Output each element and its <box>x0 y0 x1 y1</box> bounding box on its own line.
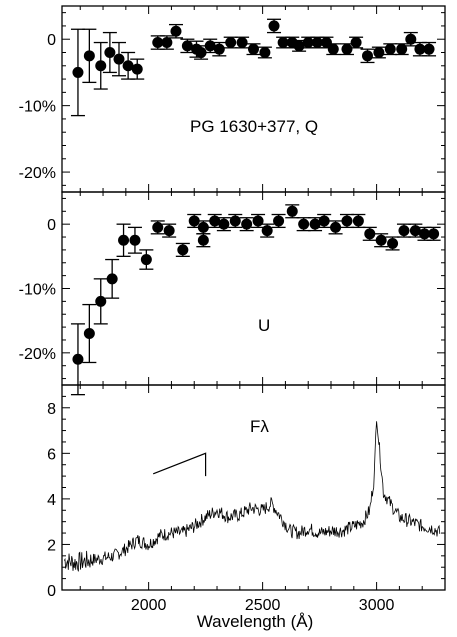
data-point <box>229 215 241 227</box>
panel-polarization-u: 0 -10% -20% <box>19 191 446 396</box>
data-point <box>140 254 152 266</box>
data-point <box>341 215 353 227</box>
data-point <box>83 328 95 340</box>
data-point <box>320 37 332 49</box>
data-point <box>341 43 353 55</box>
data-point <box>195 47 207 58</box>
data-point <box>95 295 107 307</box>
data-point <box>129 234 141 246</box>
data-point <box>361 50 373 62</box>
data-point <box>161 37 173 49</box>
annotation-q: PG 1630+377, Q <box>190 117 318 136</box>
x-tick-label: 2000 <box>131 597 167 614</box>
data-point <box>384 43 396 55</box>
y-tick-label: 0 <box>47 583 56 600</box>
data-point <box>83 50 95 62</box>
data-point <box>170 25 182 37</box>
data-point <box>330 221 342 233</box>
data-point <box>428 228 440 240</box>
y-tick-label: -10% <box>19 282 56 299</box>
data-point <box>241 218 253 230</box>
flux-spectrum-line <box>63 421 441 572</box>
x-tick-label: 3000 <box>359 597 395 614</box>
data-point <box>364 228 376 240</box>
reference-slope-line <box>152 452 207 477</box>
data-point <box>248 43 259 55</box>
plot-frame <box>61 5 446 193</box>
data-point <box>106 273 118 285</box>
y-tick-label: -10% <box>19 99 56 116</box>
data-point <box>181 40 193 52</box>
data-point <box>188 215 200 227</box>
data-point <box>273 215 285 227</box>
data-point <box>302 37 314 49</box>
x-axis-label: Wavelength (Å) <box>197 612 314 631</box>
data-point <box>122 60 134 72</box>
y-tick-label: 0 <box>47 217 56 234</box>
data-point <box>268 20 280 32</box>
y-tick-label: 8 <box>47 401 56 418</box>
data-point <box>293 40 305 52</box>
data-point <box>350 37 362 49</box>
data-point <box>163 225 175 237</box>
data-point <box>197 234 209 246</box>
data-point <box>152 221 164 233</box>
panel-polarization-q: 0 -10% -20% <box>19 5 446 193</box>
data-point <box>286 205 298 217</box>
y-tick-label: -20% <box>19 165 56 182</box>
y-tick-label: 6 <box>47 446 56 463</box>
data-point <box>398 225 410 237</box>
y-tick-label: 0 <box>47 32 56 49</box>
data-point <box>104 47 116 58</box>
annotation-u: U <box>258 316 270 335</box>
data-point <box>95 60 107 72</box>
panel-flux: 0 2 4 6 8 2000 2500 3000 <box>47 384 446 614</box>
y-tick-label: 2 <box>47 537 56 554</box>
data-point <box>311 37 323 49</box>
data-point <box>261 225 273 237</box>
data-point <box>72 66 84 78</box>
data-point <box>113 53 125 65</box>
y-tick-label: 4 <box>47 492 56 509</box>
data-point <box>375 234 387 246</box>
data-point <box>318 215 330 227</box>
data-point <box>298 218 310 230</box>
data-point <box>414 43 426 55</box>
y-tick-label: -20% <box>19 346 56 363</box>
data-point <box>152 37 164 49</box>
data-point <box>387 237 399 249</box>
data-point <box>277 37 289 49</box>
data-point <box>259 47 271 58</box>
x-tick-label: 2500 <box>245 597 281 614</box>
data-point <box>118 234 130 246</box>
data-point <box>418 228 430 240</box>
data-point <box>236 37 248 49</box>
data-point <box>225 37 237 49</box>
data-point <box>327 43 339 55</box>
data-point <box>218 218 230 230</box>
data-point <box>197 221 209 233</box>
data-point <box>177 244 189 256</box>
data-point <box>213 43 225 55</box>
data-point <box>423 43 435 55</box>
data-point <box>131 63 143 75</box>
data-point <box>373 47 385 58</box>
data-point <box>72 353 84 365</box>
data-point <box>352 215 364 227</box>
annotation-flux: Fλ <box>250 417 269 436</box>
